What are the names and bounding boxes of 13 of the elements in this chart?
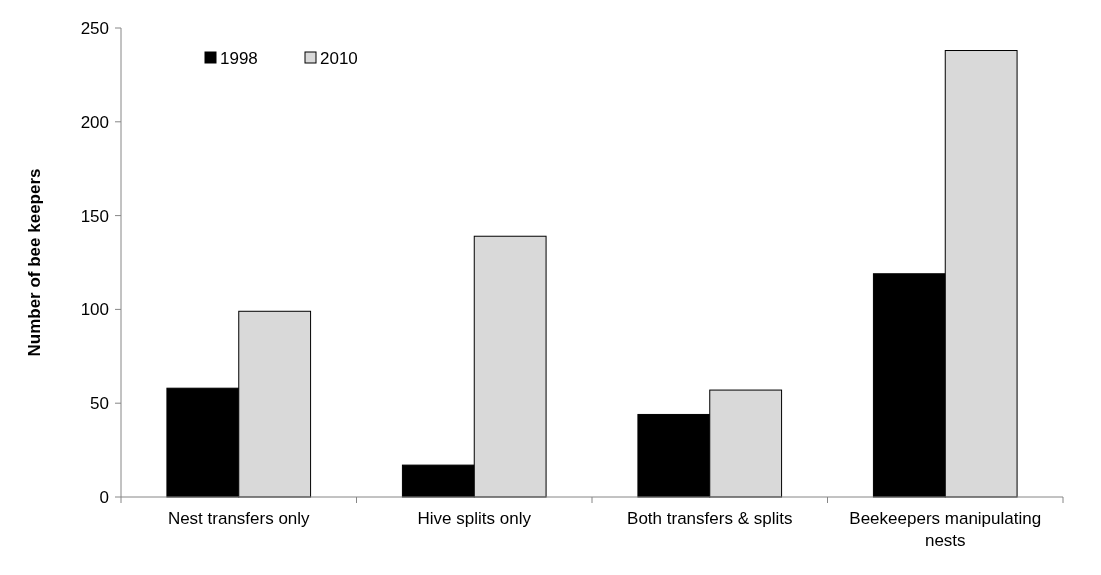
y-axis-title: Number of bee keepers [25,168,44,357]
x-tick-label: Nest transfers only [167,509,311,528]
y-tick-label: 100 [80,300,109,320]
y-tick-label: 50 [90,394,109,414]
legend-label: 2010 [320,48,358,68]
legend-label: 1998 [220,48,258,68]
x-tick-label: Both transfers & splits [627,509,793,528]
y-tick-label: 0 [99,487,109,507]
x-tick-label: Hive splits only [417,509,532,528]
y-tick-label: 200 [80,112,109,132]
x-tick-label: Beekeepers manipulating nests [849,509,1042,550]
y-tick-label: 150 [80,206,109,226]
y-tick-label: 250 [80,18,109,38]
